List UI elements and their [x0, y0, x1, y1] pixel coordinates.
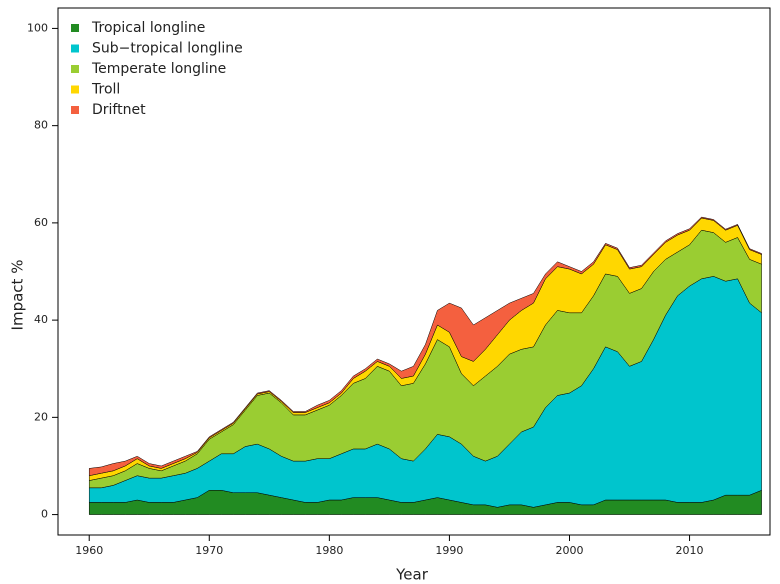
x-axis-label: Year: [395, 566, 429, 584]
y-tick-label: 60: [34, 216, 48, 229]
legend-swatch: [71, 24, 79, 32]
legend-label: Driftnet: [92, 102, 146, 118]
legend-label: Sub−tropical longline: [92, 41, 243, 57]
legend-label: Troll: [91, 82, 120, 98]
x-tick-label: 1980: [315, 544, 343, 557]
y-tick-label: 80: [34, 119, 48, 132]
y-axis-label: Impact %: [9, 260, 27, 331]
area: [88, 216, 762, 476]
legend-label: Tropical longline: [91, 20, 205, 36]
x-tick-label: 1990: [435, 544, 463, 557]
x-tick-label: 2000: [555, 544, 583, 557]
y-tick-label: 0: [41, 508, 48, 521]
x-tick-label: 2010: [676, 544, 704, 557]
legend-swatch: [71, 85, 79, 94]
y-tick-label: 100: [27, 21, 48, 34]
y-tick-label: 20: [34, 410, 48, 423]
plot-frame: [57, 7, 771, 536]
legend-swatch: [71, 65, 79, 73]
x-tick-label: 1970: [195, 544, 223, 557]
x-tick-label: 1960: [75, 544, 103, 557]
legend-swatch: [71, 44, 79, 53]
legend-label: Temperate longline: [91, 61, 226, 77]
legend-swatch: [71, 106, 79, 114]
y-tick-label: 40: [34, 313, 48, 326]
